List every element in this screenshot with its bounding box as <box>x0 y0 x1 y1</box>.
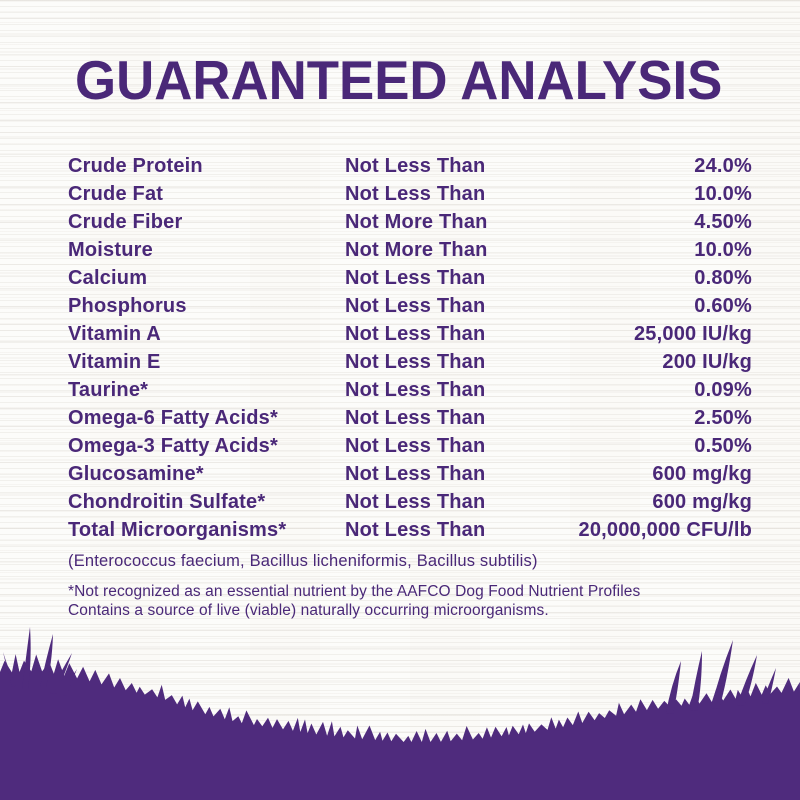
qualifier: Not More Than <box>345 210 488 233</box>
nutrient-value: 600 mg/kg <box>652 462 752 485</box>
nutrient-value: 0.60% <box>694 294 752 317</box>
table-row: Crude Fat Not Less Than 10.0% <box>68 180 752 208</box>
nutrient-name: Total Microorganisms* <box>68 518 287 541</box>
table-row: Omega-6 Fatty Acids* Not Less Than 2.50% <box>68 404 752 432</box>
nutrient-value: 0.50% <box>694 434 752 457</box>
table-row: Total Microorganisms* Not Less Than 20,0… <box>68 516 752 544</box>
nutrient-value: 24.0% <box>694 154 752 177</box>
nutrient-name: Moisture <box>68 238 153 261</box>
nutrient-name: Chondroitin Sulfate* <box>68 490 266 513</box>
nutrient-name: Vitamin A <box>68 322 161 345</box>
grass-blade <box>762 668 776 704</box>
table-row: Vitamin E Not Less Than 200 IU/kg <box>68 348 752 376</box>
qualifier: Not Less Than <box>345 406 486 429</box>
nutrient-value: 20,000,000 CFU/lb <box>578 518 752 541</box>
grass-mound <box>0 654 800 800</box>
grass-blade <box>22 627 31 689</box>
qualifier: Not Less Than <box>345 322 486 345</box>
nutrient-name: Glucosamine* <box>68 462 204 485</box>
qualifier: Not Less Than <box>345 294 486 317</box>
qualifier: Not Less Than <box>345 434 486 457</box>
grass-blade <box>50 653 72 694</box>
qualifier: Not Less Than <box>345 154 486 177</box>
nutrient-value: 0.80% <box>694 266 752 289</box>
grass-blade <box>62 669 77 696</box>
nutrient-value: 0.09% <box>694 378 752 401</box>
qualifier: Not Less Than <box>345 462 486 485</box>
nutrient-value: 4.50% <box>694 210 752 233</box>
nutrient-value: 10.0% <box>694 182 752 205</box>
table-row: Omega-3 Fatty Acids* Not Less Than 0.50% <box>68 432 752 460</box>
page-title: GUARANTEED ANALYSIS <box>75 52 752 108</box>
qualifier: Not Less Than <box>345 350 486 373</box>
footnote-line-1: *Not recognized as an essential nutrient… <box>68 583 641 600</box>
table-row: Chondroitin Sulfate* Not Less Than 600 m… <box>68 488 752 516</box>
footnote-line-2: Contains a source of live (viable) natur… <box>68 602 549 619</box>
qualifier: Not Less Than <box>345 266 486 289</box>
nutrient-value: 10.0% <box>694 238 752 261</box>
table-row: Crude Protein Not Less Than 24.0% <box>68 152 752 180</box>
nutrient-value: 600 mg/kg <box>652 490 752 513</box>
grass-blade <box>690 651 702 711</box>
nutrient-name: Phosphorus <box>68 294 187 317</box>
qualifier: Not Less Than <box>345 490 486 513</box>
grass-blade <box>737 655 757 706</box>
nutrient-name: Crude Fiber <box>68 210 183 233</box>
grass-blade <box>666 661 681 714</box>
nutrient-name: Crude Protein <box>68 154 203 177</box>
nutrient-value: 2.50% <box>694 406 752 429</box>
table-row: Moisture Not More Than 10.0% <box>68 236 752 264</box>
table-row: Glucosamine* Not Less Than 600 mg/kg <box>68 460 752 488</box>
nutrient-name: Calcium <box>68 266 148 289</box>
footnote: *Not recognized as an essential nutrient… <box>68 582 752 620</box>
qualifier: Not More Than <box>345 238 488 261</box>
grass-blade <box>711 640 733 709</box>
nutrient-value: 200 IU/kg <box>662 350 752 373</box>
qualifier: Not Less Than <box>345 182 486 205</box>
table-row: Phosphorus Not Less Than 0.60% <box>68 292 752 320</box>
table-row: Taurine* Not Less Than 0.09% <box>68 376 752 404</box>
qualifier: Not Less Than <box>345 518 486 541</box>
grass-blade <box>40 634 53 687</box>
page-title-text: GUARANTEED ANALYSIS <box>75 49 723 111</box>
analysis-table: Crude Protein Not Less Than 24.0% Crude … <box>68 152 752 544</box>
table-row: Calcium Not Less Than 0.80% <box>68 264 752 292</box>
qualifier: Not Less Than <box>345 378 486 401</box>
grass-silhouette <box>0 627 800 800</box>
nutrient-name: Taurine* <box>68 378 149 401</box>
nutrient-name: Vitamin E <box>68 350 161 373</box>
nutrient-name: Omega-6 Fatty Acids* <box>68 406 278 429</box>
label-content: GUARANTEED ANALYSIS Crude Protein Not Le… <box>68 0 752 620</box>
microorganisms-note: (Enterococcus faecium, Bacillus lichenif… <box>68 552 538 570</box>
nutrient-value: 25,000 IU/kg <box>633 322 752 345</box>
table-row: Vitamin A Not Less Than 25,000 IU/kg <box>68 320 752 348</box>
nutrient-name: Crude Fat <box>68 182 164 205</box>
grass-blade <box>3 652 16 687</box>
table-row: Crude Fiber Not More Than 4.50% <box>68 208 752 236</box>
nutrient-name: Omega-3 Fatty Acids* <box>68 434 278 457</box>
